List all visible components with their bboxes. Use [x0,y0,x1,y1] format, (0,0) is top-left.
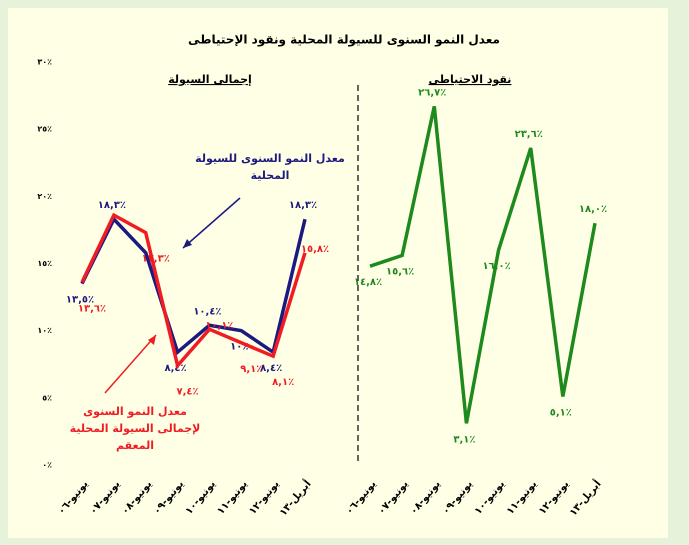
arrow-head [183,239,192,248]
line [80,216,307,356]
arrow-head [148,335,156,345]
y-tick-label: ٢٠٪ [37,192,52,201]
data-label: ١٨,٣٪ [98,200,126,211]
data-label: ١٥,٦٪ [386,266,414,277]
data-label: ٨,٤٪ [165,363,187,374]
y-tick-label: ٣٠٪ [37,58,52,67]
panel-title: إجمالى السيولة [168,73,252,86]
arrow [104,334,157,394]
data-label: ١٨,٣٪ [289,200,317,211]
data-label: ١٧,٣٪ [142,254,170,265]
line [80,212,307,370]
data-label: ١٥,٨٪ [301,244,329,255]
data-label: ١٣,٦٪ [78,303,106,314]
series-note: معدل النمو السنوى للسيولة المحلية [195,152,345,182]
data-label: ٩,١٪ [240,364,262,375]
data-label: ٣,١٪ [453,434,475,445]
y-tick-label: ١٠٪ [37,326,52,335]
panel-title: نقود الاحتياطى [429,73,512,86]
data-label: ٥,١٪ [550,407,572,418]
y-tick-label: ٢٥٪ [37,125,52,134]
data-label: ١٠,١٪ [205,320,233,331]
arrow [182,197,241,249]
chart-title: معدل النمو السنوى للسيولة المحلية ونقود … [188,33,500,48]
y-tick-label: ٠٪ [42,461,52,470]
data-label: ٧,٤٪ [177,387,199,398]
y-tick-label: ١٥٪ [37,259,52,268]
data-label: ٨,٤٪ [260,363,282,374]
data-label: ١٠,٤٪ [193,306,221,317]
plot-background [8,8,668,538]
data-label: ١٣,٥٪ [66,295,94,306]
data-label: ٢٣,٦٪ [515,129,543,140]
data-label: ٨,١٪ [272,377,294,388]
y-tick-label: ٥٪ [42,393,52,402]
data-label: ٢٦,٧٪ [418,87,446,98]
data-label: ١٠٪ [230,342,248,353]
data-label: ١٤,٨٪ [354,277,382,288]
series-note: معدل النمو السنوى لإجمالى السيولة المحلي… [69,405,201,452]
data-label: ١٨,٠٪ [579,204,607,215]
data-label: ١٦,٠٪ [482,261,510,272]
line [369,105,597,424]
